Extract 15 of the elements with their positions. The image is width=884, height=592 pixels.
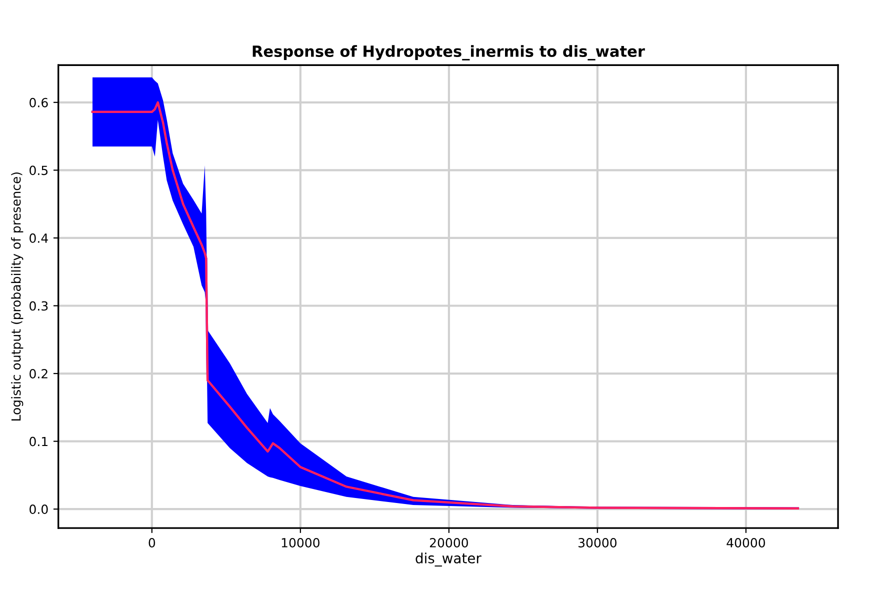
x-tick-label: 30000 (578, 538, 616, 548)
y-tick-label: 0.5 (30, 166, 48, 176)
y-tick-label: 0.3 (30, 301, 48, 311)
y-tick-label: 0.0 (30, 504, 48, 514)
y-tick-label: 0.4 (30, 233, 48, 243)
chart-title: Response of Hydropotes_inermis to dis_water (252, 45, 645, 60)
x-tick-label: 20000 (430, 538, 468, 548)
y-axis-title: Logistic output (probability of presence) (11, 172, 24, 421)
x-tick-label: 40000 (726, 538, 766, 548)
y-tick-label: 0.1 (30, 436, 48, 446)
y-tick-label: 0.6 (30, 98, 48, 108)
x-axis-title: dis_water (416, 552, 482, 566)
y-tick-label: 0.2 (30, 368, 48, 378)
x-tick-label: 0 (148, 538, 156, 548)
x-tick-label: 10000 (282, 538, 320, 548)
